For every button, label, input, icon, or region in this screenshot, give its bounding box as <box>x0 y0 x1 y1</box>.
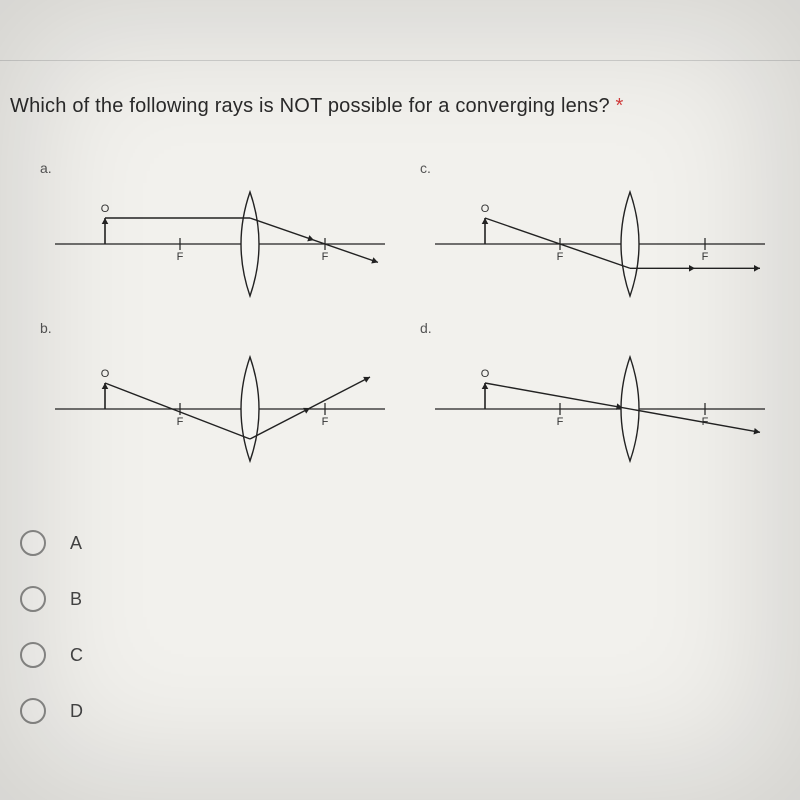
panel-label-b: b. <box>40 320 52 336</box>
svg-text:F: F <box>177 251 184 263</box>
panel-label-d: d. <box>420 320 432 336</box>
svg-text:O: O <box>101 368 110 380</box>
svg-text:F: F <box>322 416 329 428</box>
radio-icon <box>20 698 46 724</box>
svg-text:F: F <box>322 251 329 263</box>
options-group: A B C D <box>20 530 83 754</box>
option-b[interactable]: B <box>20 586 83 612</box>
question-body: Which of the following rays is NOT possi… <box>10 95 616 117</box>
diagram-b: F F O <box>50 335 390 465</box>
option-a[interactable]: A <box>20 530 83 556</box>
option-label: A <box>70 533 82 554</box>
option-d[interactable]: D <box>20 698 83 724</box>
option-c[interactable]: C <box>20 642 83 668</box>
required-asterisk: * <box>616 95 624 117</box>
svg-text:O: O <box>481 203 490 215</box>
svg-text:F: F <box>702 251 709 263</box>
diagram-c: F F O <box>430 170 770 300</box>
radio-icon <box>20 586 46 612</box>
radio-icon <box>20 642 46 668</box>
diagram-d: FFO <box>430 335 770 465</box>
svg-text:F: F <box>177 416 184 428</box>
svg-text:F: F <box>557 251 564 263</box>
option-label: D <box>70 701 83 722</box>
svg-text:O: O <box>481 368 490 380</box>
option-label: C <box>70 645 83 666</box>
radio-icon <box>20 530 46 556</box>
option-label: B <box>70 589 82 610</box>
svg-text:O: O <box>101 203 110 215</box>
question-text: Which of the following rays is NOT possi… <box>10 95 624 118</box>
svg-text:F: F <box>557 416 564 428</box>
diagram-grid: a. c. b. d. FFO FFO FFO FFO <box>40 160 760 480</box>
diagram-a: F F O <box>50 170 390 300</box>
divider <box>0 60 800 61</box>
